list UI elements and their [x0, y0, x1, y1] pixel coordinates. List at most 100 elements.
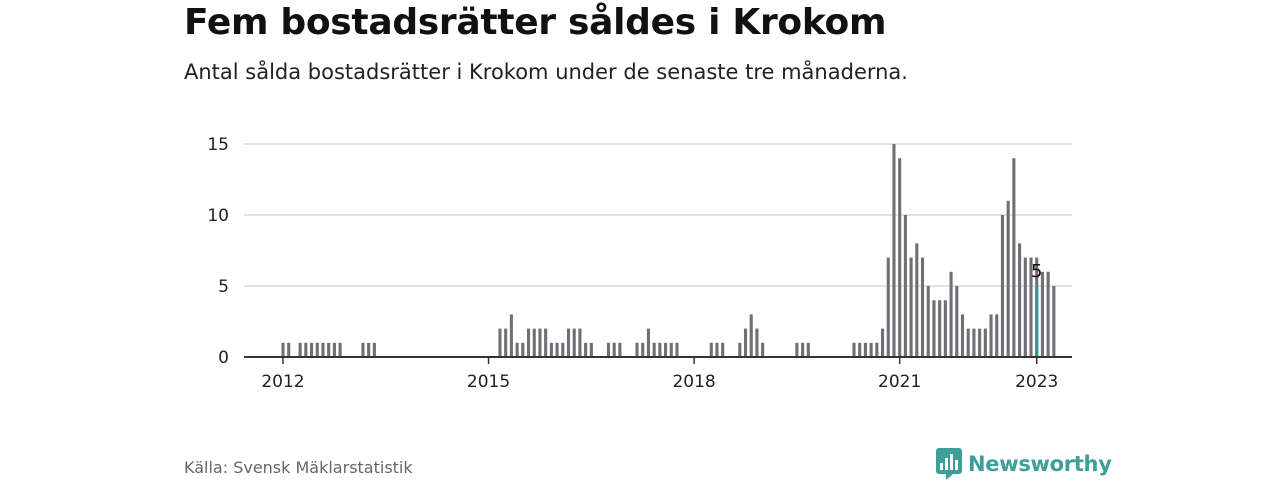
chart-subtitle: Antal sålda bostadsrätter i Krokom under…	[184, 60, 908, 84]
bar	[287, 342, 291, 357]
bar	[338, 342, 342, 357]
bar	[875, 342, 879, 357]
bar	[498, 328, 502, 357]
bar	[755, 328, 759, 357]
x-tick-label: 2023	[1015, 372, 1058, 392]
x-tick-label: 2012	[261, 372, 304, 392]
highlight-value-label: 5	[1031, 261, 1042, 282]
bar	[972, 328, 976, 357]
bar	[1046, 271, 1050, 357]
bar	[721, 342, 725, 357]
x-tick-label: 2018	[672, 372, 715, 392]
bar	[898, 158, 902, 357]
bar	[321, 342, 325, 357]
bar	[532, 328, 536, 357]
bar	[635, 342, 639, 357]
x-tick-label: 2021	[878, 372, 921, 392]
bar	[521, 342, 525, 357]
bar	[566, 328, 571, 357]
bar	[943, 300, 947, 357]
bar	[515, 342, 519, 357]
y-tick-label: 10	[207, 206, 229, 226]
bar	[1040, 271, 1044, 357]
bar	[743, 328, 748, 357]
bar	[909, 257, 913, 357]
bar	[709, 342, 713, 357]
bar	[795, 342, 799, 357]
bar	[367, 342, 371, 357]
bar	[1006, 200, 1010, 357]
bar	[1018, 243, 1022, 357]
bar	[955, 286, 959, 357]
bar	[549, 342, 553, 357]
bar	[652, 342, 656, 357]
bar	[858, 342, 862, 357]
bar	[310, 342, 314, 357]
bar	[332, 342, 336, 357]
bar	[361, 342, 365, 357]
bar	[578, 328, 582, 357]
bar	[618, 342, 622, 357]
bar	[327, 342, 331, 357]
bar	[966, 328, 970, 357]
bar	[1029, 257, 1033, 357]
bar	[715, 342, 719, 357]
bar	[538, 328, 542, 357]
bar	[915, 243, 919, 357]
bar	[1012, 158, 1016, 357]
bar	[664, 342, 668, 357]
bar	[749, 314, 753, 357]
highlight-bar	[1035, 286, 1039, 357]
bar	[932, 300, 936, 357]
bar	[572, 328, 576, 357]
bar	[304, 342, 308, 357]
bar	[1023, 257, 1027, 357]
brand-name: Newsworthy	[968, 452, 1112, 476]
bar	[863, 342, 867, 357]
y-tick-label: 5	[218, 277, 229, 297]
bar	[869, 342, 873, 357]
bar	[960, 314, 965, 357]
bar	[978, 328, 982, 357]
bar	[1000, 215, 1005, 357]
bar	[949, 271, 953, 357]
bar	[1052, 286, 1056, 357]
bar-chart: 0 5 10 15 5 2012 2015 2018 2021 2023	[207, 135, 1072, 392]
bar	[983, 328, 987, 357]
bar	[675, 342, 679, 357]
x-tick-label: 2015	[467, 372, 510, 392]
bar	[584, 342, 588, 357]
gridlines	[244, 143, 1072, 287]
newsworthy-logo-icon	[936, 448, 962, 480]
bar	[806, 342, 810, 357]
bar	[281, 342, 285, 357]
bar	[589, 342, 593, 357]
bars	[281, 144, 1056, 357]
bar	[612, 342, 616, 357]
chart-title: Fem bostadsrätter såldes i Krokom	[184, 2, 887, 43]
bar	[886, 257, 890, 357]
bar	[555, 342, 559, 357]
bar	[989, 314, 993, 357]
bar	[669, 342, 673, 357]
axes: 0 5 10 15 5 2012 2015 2018 2021 2023	[207, 135, 1072, 392]
bar	[926, 286, 930, 357]
bar	[504, 328, 508, 357]
bar	[544, 328, 548, 357]
newsworthy-logo[interactable]: Newsworthy	[936, 448, 1112, 480]
bar	[995, 314, 999, 357]
bar	[892, 144, 896, 357]
source-note: Källa: Svensk Mäklarstatistik	[184, 458, 413, 477]
bar	[372, 342, 376, 357]
bar	[738, 342, 742, 357]
bar	[561, 342, 565, 357]
bar	[298, 342, 302, 357]
bar	[881, 328, 885, 357]
bar	[920, 257, 925, 357]
bar	[801, 342, 805, 357]
y-tick-label: 0	[218, 348, 229, 368]
bar	[646, 328, 650, 357]
bar	[852, 342, 856, 357]
bar	[658, 342, 662, 357]
bar	[509, 314, 513, 357]
